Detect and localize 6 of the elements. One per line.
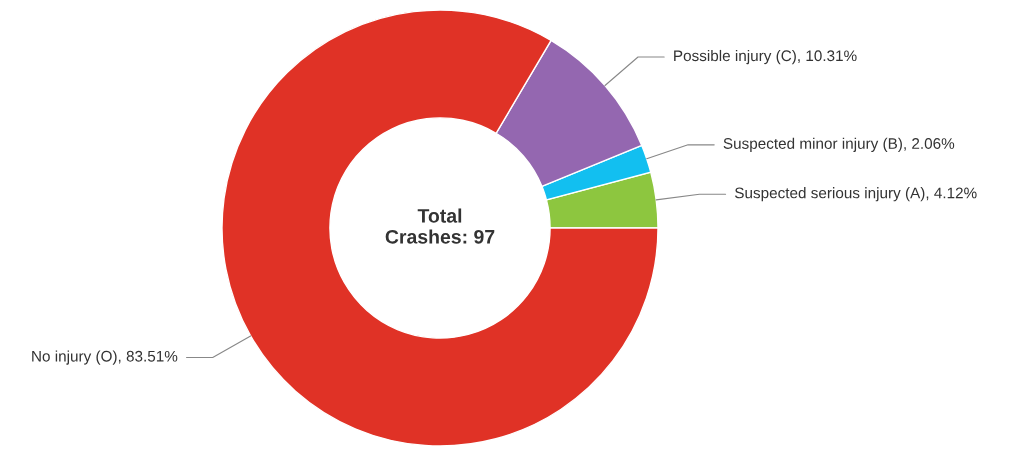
slice-label: Suspected serious injury (A), 4.12% [734,187,977,202]
text: Total Crashes: 97 [385,208,495,244]
slice-label: Possible injury (C), 10.31% [674,49,857,65]
donut-slice [221,9,659,447]
slice-label: No injury (O), 83.51% [32,350,178,365]
slice-label: Suspected minor injury (B), 2.06% [723,137,955,152]
